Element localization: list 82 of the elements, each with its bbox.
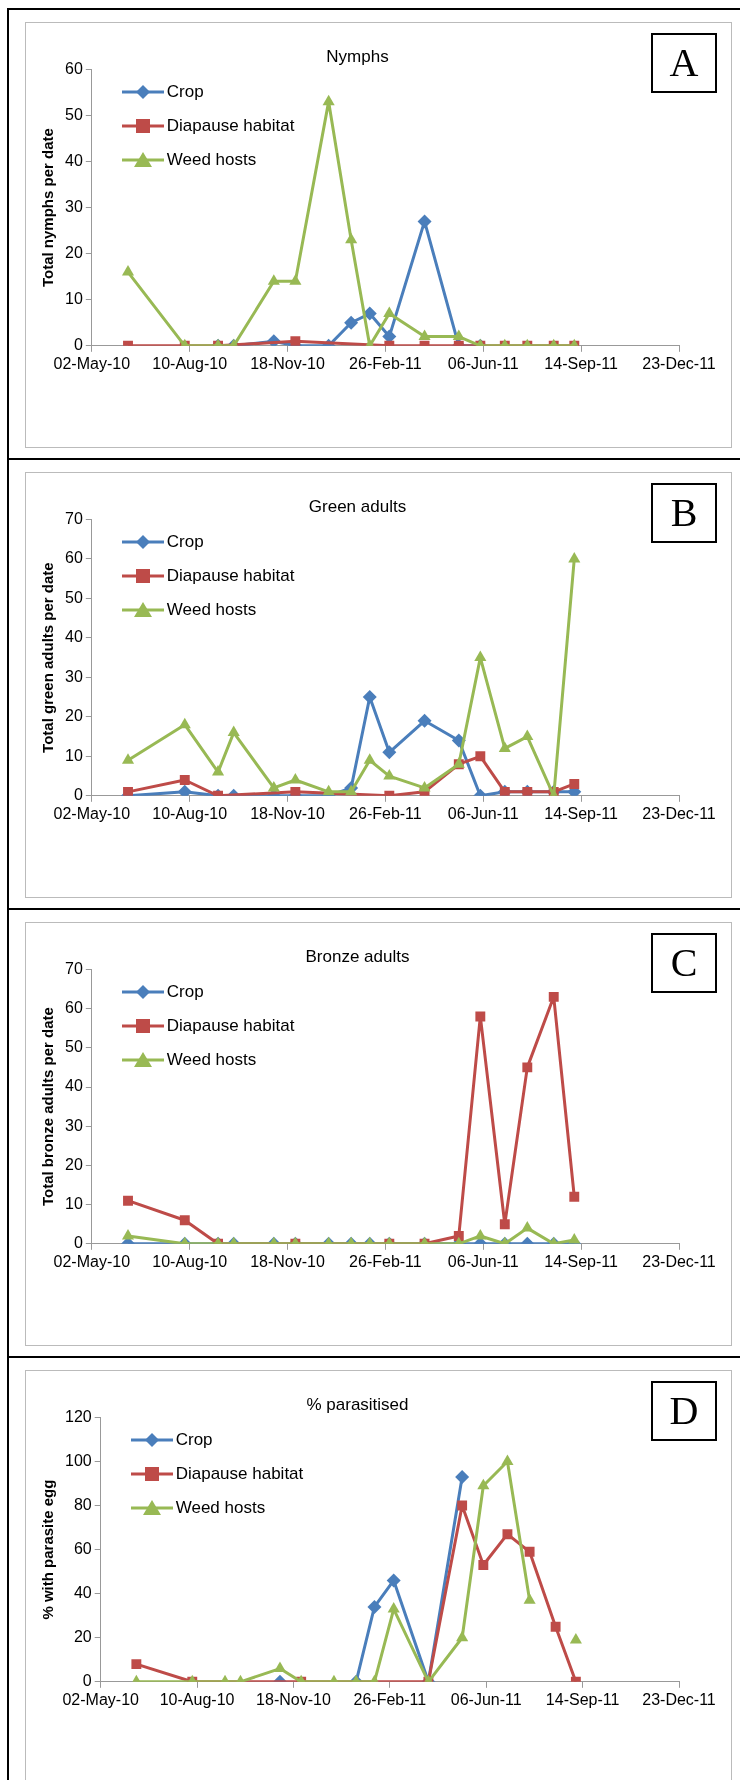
x-tick-label: 23-Dec-11 xyxy=(642,1252,716,1270)
y-tick-label: 120 xyxy=(64,1407,92,1425)
y-tick-label: 40 xyxy=(65,628,83,646)
y-tick-label: 70 xyxy=(65,509,83,527)
legend-label: Diapause habitat xyxy=(166,1015,295,1038)
x-tick-label: 06-Jun-11 xyxy=(447,804,519,822)
y-tick-label: 80 xyxy=(73,1495,92,1513)
legend-label: Crop xyxy=(175,1429,213,1452)
legend-label: Crop xyxy=(166,981,204,1004)
y-tick-label: 50 xyxy=(65,105,83,123)
y-tick-label: 0 xyxy=(82,1672,92,1690)
y-tick-label: 20 xyxy=(65,1155,83,1173)
legend-label: Weed hosts xyxy=(175,1497,266,1520)
y-tick-label: 40 xyxy=(65,151,83,169)
x-tick-label: 02-May-10 xyxy=(53,804,131,822)
y-tick-label: 50 xyxy=(65,588,83,606)
legend-label: Weed hosts xyxy=(166,1049,257,1072)
legend-label: Diapause habitat xyxy=(166,115,295,138)
x-tick-label: 23-Dec-11 xyxy=(642,1690,716,1708)
x-tick-label: 23-Dec-11 xyxy=(642,354,716,372)
y-tick-label: 50 xyxy=(65,1038,83,1056)
y-tick-label: 0 xyxy=(73,786,83,804)
x-tick-label: 10-Aug-10 xyxy=(159,1690,235,1708)
y-tick-label: 20 xyxy=(73,1628,92,1646)
y-tick-label: 60 xyxy=(65,999,83,1017)
annotation: D xyxy=(651,1381,717,1441)
x-tick-label: 26-Feb-11 xyxy=(349,1252,422,1270)
y-tick-label: 20 xyxy=(65,244,83,262)
y-tick-label: 30 xyxy=(65,667,83,685)
x-tick-label: 26-Feb-11 xyxy=(349,804,422,822)
chart-title: % parasitised xyxy=(306,1394,409,1414)
legend-label: Weed hosts xyxy=(166,599,257,622)
x-tick-label: 06-Jun-11 xyxy=(447,1252,519,1270)
legend-label: Crop xyxy=(166,531,204,554)
x-tick-label: 06-Jun-11 xyxy=(450,1690,522,1708)
chart-title: Nymphs xyxy=(326,46,389,66)
annotation: C xyxy=(651,933,717,993)
y-tick-label: 10 xyxy=(65,746,83,764)
y-tick-label: 40 xyxy=(65,1077,83,1095)
y-tick-label: 10 xyxy=(65,1195,83,1213)
x-tick-label: 10-Aug-10 xyxy=(152,804,228,822)
x-tick-label: 18-Nov-10 xyxy=(256,1690,331,1708)
annotation: A xyxy=(651,33,717,93)
y-tick-label: 20 xyxy=(65,707,83,725)
x-tick-label: 02-May-10 xyxy=(53,1252,131,1270)
y-axis-title: % with parasite egg xyxy=(39,1479,57,1620)
x-tick-label: 14-Sep-11 xyxy=(544,804,618,822)
x-tick-label: 23-Dec-11 xyxy=(642,804,716,822)
chart-title: Green adults xyxy=(308,496,407,516)
y-tick-label: 60 xyxy=(73,1540,92,1558)
y-tick-label: 0 xyxy=(73,336,83,354)
x-tick-label: 14-Sep-11 xyxy=(544,354,618,372)
x-tick-label: 18-Nov-10 xyxy=(250,1252,325,1270)
y-axis-title: Total bronze adults per date xyxy=(39,1007,57,1207)
y-tick-label: 30 xyxy=(65,1116,83,1134)
y-tick-label: 60 xyxy=(65,549,83,567)
annotation: B xyxy=(651,483,717,543)
chart-title: Bronze adults xyxy=(305,946,410,966)
y-tick-label: 0 xyxy=(73,1234,83,1252)
x-tick-label: 18-Nov-10 xyxy=(250,804,325,822)
legend-label: Crop xyxy=(166,81,204,104)
x-tick-label: 14-Sep-11 xyxy=(544,1252,618,1270)
legend-label: Diapause habitat xyxy=(175,1463,304,1486)
legend-label: Weed hosts xyxy=(166,149,257,172)
y-tick-label: 30 xyxy=(65,198,83,216)
y-axis-title: Total green adults per date xyxy=(39,562,57,753)
legend-label: Diapause habitat xyxy=(166,565,295,588)
x-tick-label: 26-Feb-11 xyxy=(353,1690,427,1708)
y-tick-label: 10 xyxy=(65,290,83,308)
y-tick-label: 60 xyxy=(65,59,83,77)
y-axis-title: Total nymphs per date xyxy=(39,128,57,288)
x-tick-label: 10-Aug-10 xyxy=(152,1252,228,1270)
x-tick-label: 26-Feb-11 xyxy=(349,354,422,372)
x-tick-label: 06-Jun-11 xyxy=(447,354,519,372)
x-tick-label: 02-May-10 xyxy=(62,1690,140,1708)
y-tick-label: 40 xyxy=(73,1584,92,1602)
x-tick-label: 14-Sep-11 xyxy=(545,1690,620,1708)
x-tick-label: 02-May-10 xyxy=(53,354,131,372)
x-tick-label: 10-Aug-10 xyxy=(152,354,228,372)
y-tick-label: 100 xyxy=(64,1451,92,1469)
x-tick-label: 18-Nov-10 xyxy=(250,354,325,372)
y-tick-label: 70 xyxy=(65,959,83,977)
